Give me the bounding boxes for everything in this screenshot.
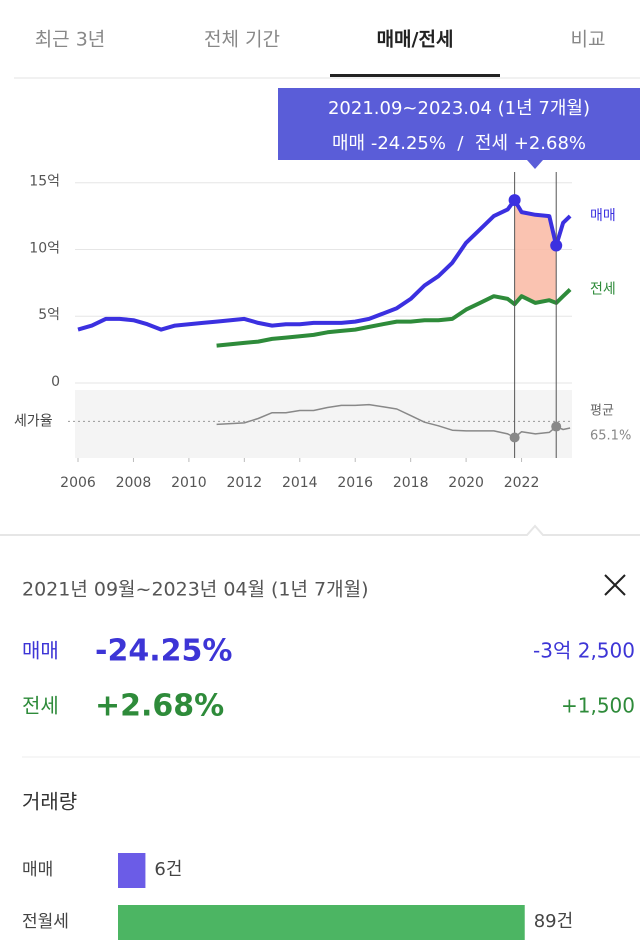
x-tick-label: 2012 — [227, 475, 263, 491]
selection-dot — [551, 421, 562, 432]
volume-value: 6건 — [154, 859, 182, 880]
y-tick-label: 10억 — [29, 240, 60, 256]
series-line — [216, 403, 571, 439]
x-tick-label: 2020 — [448, 475, 484, 491]
close-button[interactable] — [598, 568, 632, 602]
selection-dot — [508, 194, 521, 207]
tab[interactable]: 매매/전세 — [377, 29, 454, 51]
detail-change: +2.68% — [95, 689, 224, 724]
volume-bar — [118, 853, 146, 888]
selection-dot — [509, 432, 520, 443]
y-tick-label: 15억 — [29, 174, 60, 190]
selection-dot — [550, 239, 563, 252]
tooltip-pointer — [527, 160, 543, 169]
close-icon — [604, 574, 626, 596]
x-tick-label: 2018 — [393, 475, 429, 491]
series-line — [77, 198, 572, 332]
volume-title: 거래량 — [22, 790, 77, 814]
series-label: 매매 — [590, 208, 616, 224]
average-label: 평균 — [590, 404, 614, 419]
x-tick-label: 2022 — [504, 475, 540, 491]
detail-label: 매매 — [22, 639, 59, 663]
tab[interactable]: 전체 기간 — [204, 29, 280, 51]
tab[interactable]: 최근 3년 — [35, 29, 106, 51]
tooltip-text: 매매 -24.25% / 전세 +2.68% — [332, 133, 586, 154]
detail-amount: -3억 2,500 — [533, 639, 635, 663]
detail-change: -24.25% — [95, 634, 232, 669]
series-label: 전세 — [590, 282, 616, 298]
tooltip-range: 2021.09~2023.04 (1년 7개월) — [328, 98, 590, 119]
x-tick-label: 2008 — [116, 475, 152, 491]
tooltip — [278, 88, 640, 160]
tab[interactable]: 비교 — [571, 29, 606, 51]
volume-category: 매매 — [22, 860, 53, 880]
ratio-panel — [75, 390, 572, 458]
average-value: 65.1% — [590, 429, 631, 444]
detail-range: 2021년 09월~2023년 04월 (1년 7개월) — [22, 579, 369, 601]
series-label: 세가율 — [14, 413, 53, 429]
y-tick-label: 0 — [51, 374, 60, 390]
x-tick-label: 2016 — [337, 475, 373, 491]
x-tick-label: 2010 — [171, 475, 207, 491]
x-tick-label: 2006 — [60, 475, 96, 491]
panel-divider — [0, 524, 640, 536]
series-line — [216, 288, 572, 348]
tab-underline — [330, 74, 500, 77]
y-tick-label: 5억 — [38, 307, 60, 323]
selection-area — [514, 200, 557, 305]
volume-bar — [118, 905, 525, 940]
plot: 0 5억 10억 15억 2006 2008 2010 2012 2014 2016 2018 202… — [14, 88, 640, 491]
detail-label: 전세 — [22, 694, 59, 718]
volume-category: 전월세 — [22, 912, 69, 932]
detail-amount: +1,500 — [561, 694, 635, 718]
x-tick-label: 2014 — [282, 475, 318, 491]
volume-value: 89건 — [534, 911, 573, 932]
